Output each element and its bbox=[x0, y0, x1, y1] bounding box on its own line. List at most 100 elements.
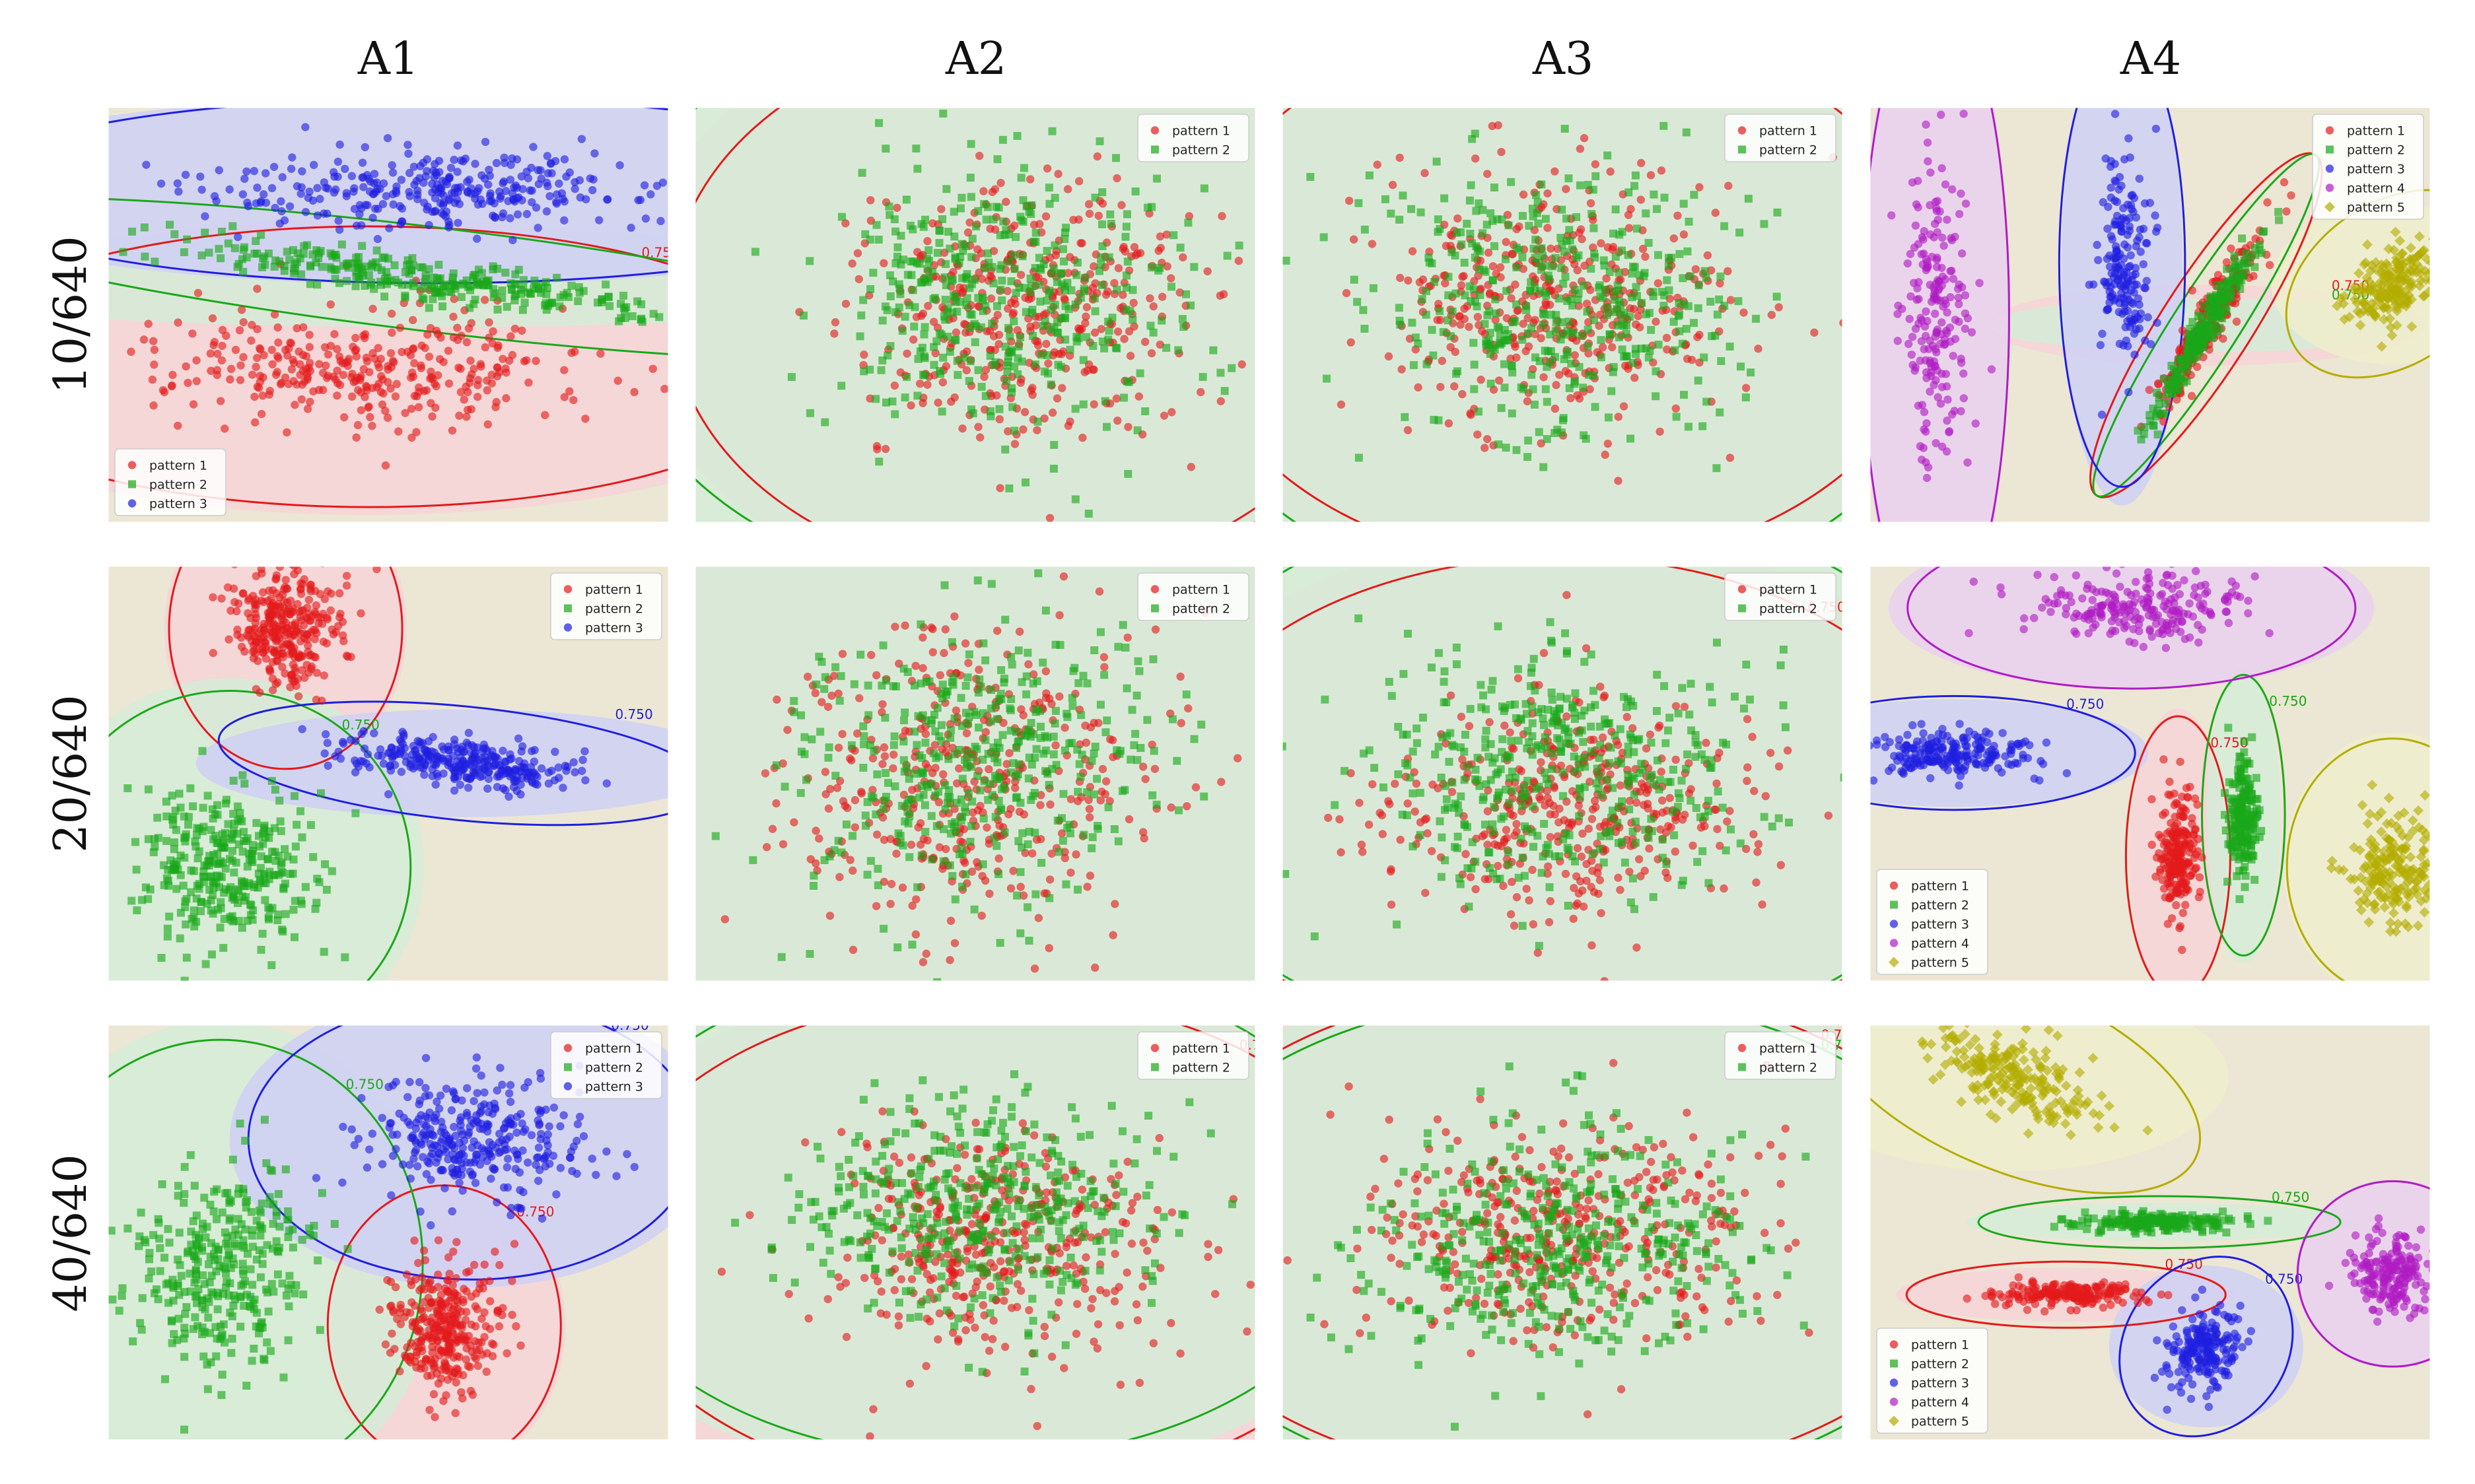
point-pattern-2 bbox=[165, 912, 174, 921]
point-pattern-5 bbox=[2412, 250, 2423, 261]
point-pattern-3 bbox=[323, 739, 332, 747]
point-pattern-2 bbox=[1537, 180, 1546, 189]
point-pattern-1 bbox=[1562, 185, 1570, 193]
point-pattern-2 bbox=[1004, 323, 1012, 332]
point-pattern-1 bbox=[192, 377, 201, 386]
point-pattern-1 bbox=[1455, 312, 1464, 321]
point-pattern-2 bbox=[878, 356, 887, 365]
point-pattern-1 bbox=[1547, 244, 1555, 253]
point-pattern-2 bbox=[1147, 263, 1156, 272]
point-pattern-1 bbox=[213, 366, 222, 374]
point-pattern-1 bbox=[1113, 174, 1121, 183]
point-pattern-2 bbox=[1741, 393, 1750, 402]
point-pattern-1 bbox=[295, 654, 303, 662]
point-pattern-3 bbox=[552, 199, 561, 208]
point-pattern-2 bbox=[913, 391, 922, 400]
point-pattern-2 bbox=[909, 257, 917, 266]
point-pattern-2 bbox=[1071, 495, 1080, 504]
point-pattern-1 bbox=[1053, 394, 1062, 403]
point-pattern-1 bbox=[2159, 417, 2168, 426]
point-pattern-3 bbox=[511, 766, 520, 775]
point-pattern-2 bbox=[1652, 392, 1660, 401]
point-pattern-2 bbox=[963, 294, 971, 302]
point-pattern-1 bbox=[986, 224, 994, 233]
point-pattern-2 bbox=[1524, 436, 1533, 445]
point-pattern-2 bbox=[318, 263, 326, 271]
point-pattern-2 bbox=[271, 786, 279, 794]
point-pattern-2 bbox=[1587, 265, 1595, 273]
point-pattern-2 bbox=[891, 410, 899, 419]
point-pattern-5 bbox=[2415, 275, 2426, 287]
point-pattern-3 bbox=[420, 770, 429, 779]
point-pattern-2 bbox=[2240, 256, 2248, 265]
point-pattern-3 bbox=[527, 163, 536, 172]
point-pattern-2 bbox=[1664, 261, 1673, 270]
point-pattern-2 bbox=[1622, 329, 1630, 338]
point-pattern-2 bbox=[1541, 347, 1549, 355]
point-pattern-1 bbox=[872, 671, 881, 680]
point-pattern-3 bbox=[388, 168, 398, 177]
point-pattern-3 bbox=[368, 213, 377, 222]
point-pattern-2 bbox=[184, 813, 193, 821]
point-pattern-2 bbox=[1176, 244, 1185, 252]
point-pattern-2 bbox=[1043, 247, 1051, 255]
point-pattern-5 bbox=[2422, 253, 2430, 265]
point-pattern-1 bbox=[1614, 477, 1622, 485]
point-pattern-2 bbox=[99, 856, 107, 863]
point-pattern-2 bbox=[993, 155, 1002, 164]
point-pattern-2 bbox=[952, 335, 960, 344]
point-pattern-2 bbox=[1059, 245, 1067, 253]
point-pattern-2 bbox=[1547, 310, 1556, 319]
point-pattern-3 bbox=[518, 185, 527, 193]
legend-label: pattern 4 bbox=[2347, 182, 2405, 196]
point-pattern-2 bbox=[1603, 303, 1611, 312]
point-pattern-1 bbox=[1634, 312, 1642, 321]
point-pattern-2 bbox=[1021, 478, 1029, 487]
point-pattern-2 bbox=[217, 898, 225, 906]
legend-label: pattern 1 bbox=[149, 459, 207, 473]
point-pattern-2 bbox=[2255, 240, 2264, 249]
point-pattern-2 bbox=[905, 301, 914, 310]
point-pattern-2 bbox=[965, 377, 973, 386]
point-pattern-3 bbox=[234, 232, 242, 242]
point-pattern-1 bbox=[454, 363, 463, 372]
point-pattern-1 bbox=[256, 688, 264, 697]
point-pattern-1 bbox=[347, 652, 355, 661]
point-pattern-1 bbox=[364, 403, 372, 412]
point-pattern-2 bbox=[1062, 223, 1070, 232]
point-pattern-1 bbox=[1238, 360, 1246, 369]
point-pattern-2 bbox=[1690, 191, 1698, 199]
point-pattern-2 bbox=[917, 220, 926, 228]
point-pattern-2 bbox=[1123, 210, 1131, 219]
point-pattern-2 bbox=[1199, 372, 1207, 381]
point-pattern-3 bbox=[277, 197, 285, 206]
point-pattern-1 bbox=[1085, 209, 1094, 218]
point-pattern-2 bbox=[1457, 240, 1466, 249]
point-pattern-5 bbox=[2445, 255, 2455, 265]
point-pattern-2 bbox=[240, 828, 248, 836]
point-pattern-2 bbox=[1029, 331, 1037, 340]
point-pattern-4 bbox=[1936, 399, 1945, 408]
point-pattern-2 bbox=[291, 267, 300, 275]
point-pattern-1 bbox=[352, 433, 361, 442]
point-pattern-2 bbox=[2149, 422, 2158, 430]
point-pattern-2 bbox=[1597, 336, 1605, 345]
point-pattern-1 bbox=[958, 424, 967, 433]
point-pattern-1 bbox=[473, 376, 483, 384]
point-pattern-2 bbox=[2222, 307, 2231, 316]
point-pattern-2 bbox=[190, 867, 198, 875]
point-pattern-2 bbox=[1002, 377, 1011, 386]
point-pattern-1 bbox=[1626, 205, 1635, 213]
point-pattern-2 bbox=[1556, 335, 1565, 344]
point-pattern-2 bbox=[1528, 205, 1537, 213]
point-pattern-2 bbox=[2183, 360, 2192, 369]
point-pattern-2 bbox=[1632, 350, 1640, 358]
point-pattern-1 bbox=[1555, 370, 1564, 379]
point-pattern-2 bbox=[1702, 273, 1710, 282]
point-pattern-2 bbox=[1700, 267, 1709, 275]
point-pattern-2 bbox=[1484, 307, 1493, 316]
point-pattern-1 bbox=[260, 619, 268, 628]
point-pattern-2 bbox=[1595, 281, 1604, 290]
point-pattern-4 bbox=[1963, 458, 1972, 467]
point-pattern-5 bbox=[2339, 290, 2350, 302]
